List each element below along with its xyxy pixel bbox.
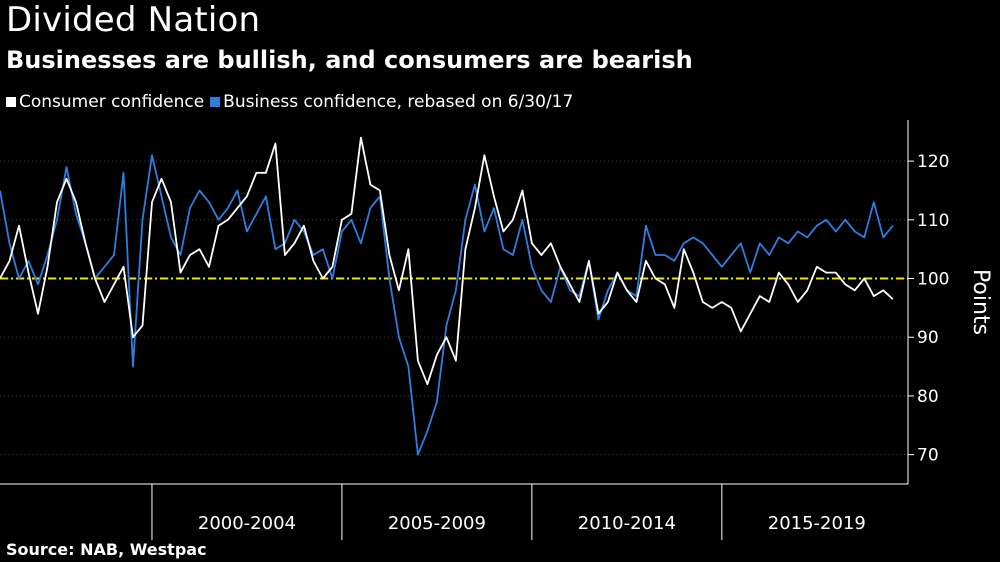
legend: Consumer confidence Business confidence,…: [6, 92, 579, 112]
x-period-label: 2005-2009: [388, 513, 486, 534]
chart-subtitle: Businesses are bullish, and consumers ar…: [6, 46, 693, 74]
y-axis-label: Points: [968, 269, 993, 335]
legend-swatch-business: [210, 97, 221, 107]
axis-layer: 70 80 90 100 110 120 2000-2004 2005-2009 2010-20…: [0, 120, 949, 534]
y-tick-label: 90: [917, 328, 939, 348]
x-period-label: 2015-2019: [768, 513, 866, 534]
y-tick-label: 80: [917, 387, 939, 407]
legend-label-business: Business confidence, rebased on 6/30/17: [223, 92, 574, 112]
y-tick-label: 100: [917, 270, 949, 290]
series-layer: [0, 136, 894, 456]
x-dividers: [151, 484, 723, 540]
y-tick-label: 70: [917, 446, 939, 466]
y-tick-label: 110: [917, 211, 949, 231]
legend-swatch-consumer: [6, 97, 16, 107]
legend-item-business: Business confidence, rebased on 6/30/17: [210, 92, 573, 112]
legend-item-consumer: Consumer confidence: [6, 92, 204, 112]
x-period-label: 2000-2004: [198, 513, 296, 534]
legend-label-consumer: Consumer confidence: [19, 92, 205, 112]
chart-title: Divided Nation: [6, 0, 261, 40]
source-note: Source: NAB, Westpac: [6, 540, 207, 559]
x-period-label: 2010-2014: [578, 513, 676, 534]
series-line-business: [0, 154, 894, 456]
series-line-consumer: [0, 136, 894, 386]
y-tick-label: 120: [917, 152, 949, 172]
